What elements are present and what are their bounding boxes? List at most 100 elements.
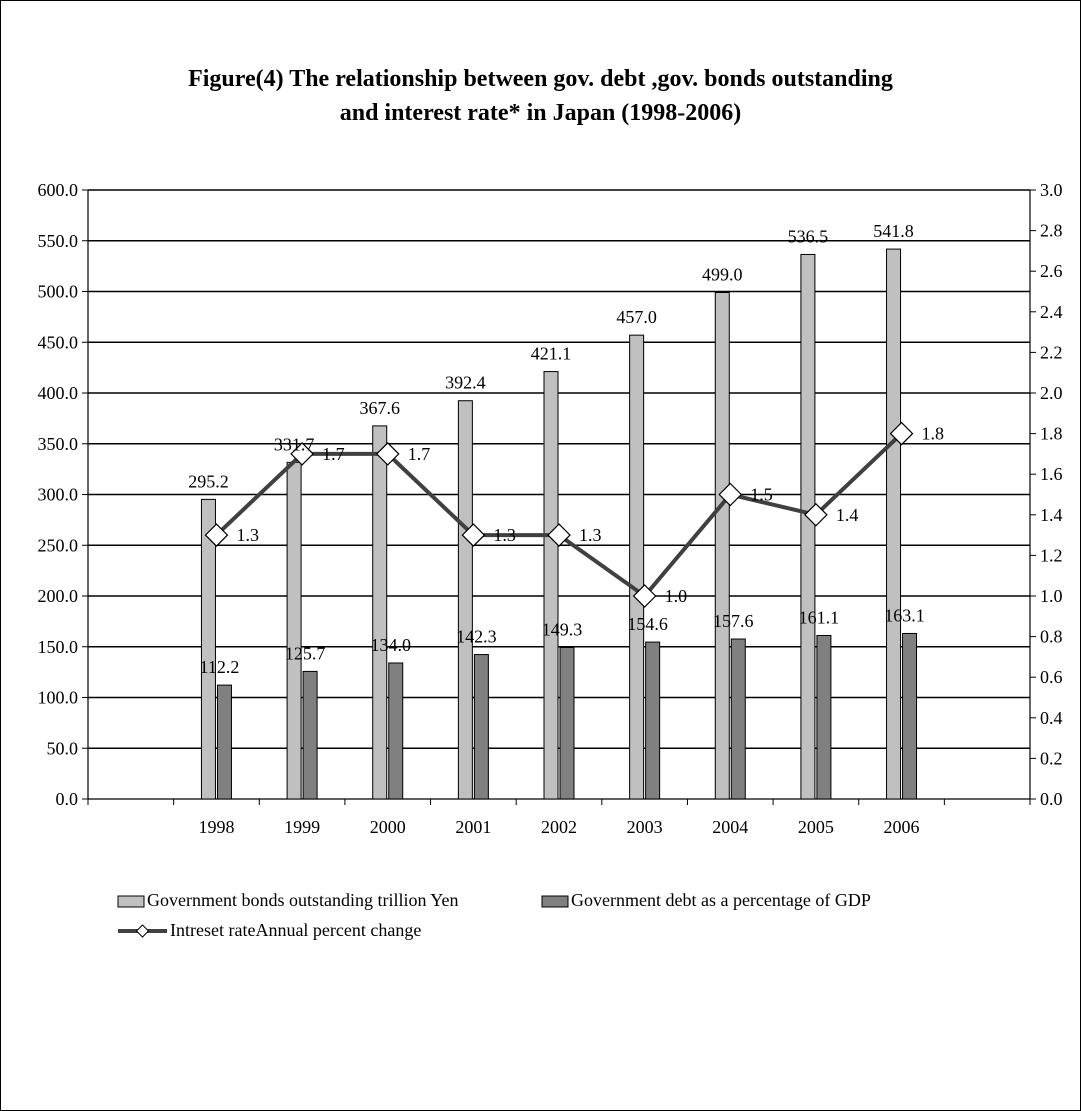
chart-title-line-2: and interest rate* in Japan (1998-2006) xyxy=(339,100,742,126)
data-label-debt: 157.6 xyxy=(713,611,754,631)
left-axis-tick-label: 150.0 xyxy=(38,637,79,657)
data-label-interest: 1.7 xyxy=(322,444,345,464)
left-axis-tick-label: 100.0 xyxy=(38,688,79,708)
right-axis-tick-label: 0.0 xyxy=(1040,789,1063,809)
gridlines xyxy=(88,189,1030,750)
data-label-bonds: 457.0 xyxy=(616,307,657,327)
interest-rate-marker xyxy=(375,442,400,466)
x-axis-tick-label: 2001 xyxy=(455,817,491,837)
data-label-bonds: 421.1 xyxy=(531,344,572,364)
data-label-debt: 154.6 xyxy=(627,614,668,634)
data-label-interest: 1.7 xyxy=(408,444,431,464)
interest-rate-marker xyxy=(290,442,314,466)
data-label-interest: 1.5 xyxy=(750,485,773,505)
x-axis-tick-label: 1999 xyxy=(284,817,320,837)
chart-title: Figure(4) The relationship between gov. … xyxy=(0,62,1081,130)
right-axis-tick-label: 1.0 xyxy=(1040,586,1063,606)
bars xyxy=(200,248,918,800)
axes: 0.0 50.0 100.0 150.0 200.0 250.0 300.0 350.0 400… xyxy=(38,180,1063,837)
interest-rate-line xyxy=(204,421,914,608)
left-axis-tick-label: 250.0 xyxy=(38,535,79,555)
data-label-bonds: 367.6 xyxy=(359,398,400,418)
left-axis-tick-label: 500.0 xyxy=(38,282,79,302)
chart-title-line-1: Figure(4) The relationship between gov. … xyxy=(188,66,893,92)
data-label-debt: 125.7 xyxy=(285,643,326,663)
data-label-bonds: 541.8 xyxy=(873,221,914,241)
data-label-bonds: 331.7 xyxy=(274,434,315,454)
bar-bonds-outstanding xyxy=(543,371,559,800)
right-axis-tick-label: 0.6 xyxy=(1040,667,1063,687)
bar-debt-gdp xyxy=(388,662,404,800)
data-label-debt: 142.3 xyxy=(456,627,497,647)
left-axis-tick-label: 300.0 xyxy=(38,485,79,505)
x-axis-tick-label: 2006 xyxy=(884,817,920,837)
data-label-debt: 149.3 xyxy=(542,619,583,639)
bar-debt-gdp xyxy=(730,638,746,800)
right-axis-tick-label: 2.6 xyxy=(1040,261,1063,281)
legend-marker-interest xyxy=(135,924,150,938)
data-label-debt: 134.0 xyxy=(370,635,411,655)
interest-rate-marker xyxy=(547,523,571,547)
left-axis-tick-label: 0.0 xyxy=(56,789,79,809)
interest-rate-marker xyxy=(804,502,828,527)
legend-swatch-debt xyxy=(541,895,569,908)
bar-bonds-outstanding xyxy=(714,292,730,800)
right-axis-tick-label: 1.6 xyxy=(1040,464,1063,484)
data-label-interest: 1.3 xyxy=(493,525,516,545)
bar-bonds-outstanding xyxy=(457,400,473,800)
left-axis-tick-label: 50.0 xyxy=(47,738,79,758)
bar-debt-gdp xyxy=(302,670,318,800)
left-axis-tick-label: 350.0 xyxy=(38,434,79,454)
data-label-bonds: 499.0 xyxy=(702,265,743,285)
data-label-debt: 161.1 xyxy=(799,607,840,627)
legend-label-bonds: Government bonds outstanding trillion Ye… xyxy=(147,890,459,910)
bar-bonds-outstanding xyxy=(372,425,388,800)
bar-debt-gdp xyxy=(216,684,232,800)
bar-bonds-outstanding xyxy=(629,334,645,800)
legend-swatch-bonds xyxy=(117,895,145,908)
bar-debt-gdp xyxy=(816,634,832,800)
data-label-debt: 112.2 xyxy=(200,657,240,677)
right-axis-tick-label: 2.2 xyxy=(1040,342,1063,362)
right-axis-tick-label: 1.2 xyxy=(1040,545,1063,565)
left-axis-tick-label: 550.0 xyxy=(38,231,79,251)
interest-rate-polyline xyxy=(215,432,903,599)
x-axis-tick-label: 2005 xyxy=(798,817,834,837)
bar-bonds-outstanding xyxy=(800,253,816,800)
left-axis-tick-label: 400.0 xyxy=(38,383,79,403)
legend-label-interest: Intreset rateAnnual percent change xyxy=(170,920,421,940)
right-axis-tick-label: 3.0 xyxy=(1040,180,1063,200)
right-axis-tick-label: 2.4 xyxy=(1040,302,1063,322)
right-axis-tick-label: 0.8 xyxy=(1040,627,1063,647)
bar-debt-gdp xyxy=(473,654,489,800)
interest-rate-marker xyxy=(889,421,914,446)
data-label-bonds: 392.4 xyxy=(445,373,486,393)
legend: Government bonds outstanding trillion Ye… xyxy=(117,890,871,940)
left-axis-tick-label: 200.0 xyxy=(38,586,79,606)
bar-debt-gdp xyxy=(902,632,918,800)
x-axis-tick-label: 1998 xyxy=(198,817,234,837)
left-axis-tick-label: 600.0 xyxy=(38,180,79,200)
right-axis-tick-label: 1.4 xyxy=(1040,505,1063,525)
data-label-interest: 1.4 xyxy=(836,505,859,525)
x-axis-tick-label: 2000 xyxy=(370,817,406,837)
bar-bonds-outstanding xyxy=(200,498,216,800)
right-axis-tick-label: 0.4 xyxy=(1040,708,1063,728)
data-label-bonds: 536.5 xyxy=(788,226,829,246)
data-labels: 295.2 112.2 331.7 125.7 367.6 134.0 392.4 142.3… xyxy=(188,221,944,677)
right-axis-tick-label: 2.8 xyxy=(1040,221,1063,241)
legend-label-debt: Government debt as a percentage of GDP xyxy=(571,890,871,910)
x-axis-tick-label: 2003 xyxy=(627,817,663,837)
interest-rate-marker xyxy=(632,584,657,608)
bar-bonds-outstanding xyxy=(886,248,902,800)
interest-rate-marker xyxy=(204,523,229,547)
right-axis-tick-label: 1.8 xyxy=(1040,424,1063,444)
bar-bonds-outstanding xyxy=(286,461,302,800)
data-label-interest: 1.0 xyxy=(665,586,688,606)
right-axis-tick-label: 0.2 xyxy=(1040,748,1063,768)
data-label-debt: 163.1 xyxy=(884,605,925,625)
bar-debt-gdp xyxy=(559,646,575,800)
x-axis-tick-label: 2004 xyxy=(712,817,748,837)
x-axis-tick-label: 2002 xyxy=(541,817,577,837)
